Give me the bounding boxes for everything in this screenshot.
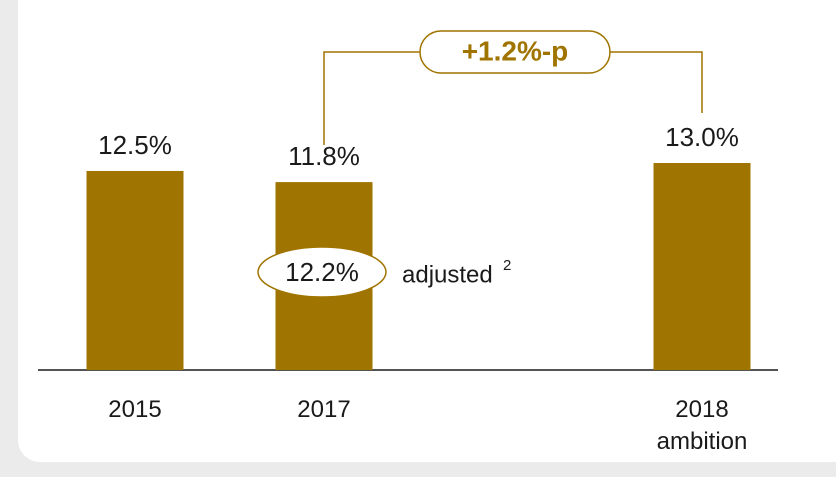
- value-label: 13.0%: [665, 122, 739, 152]
- x-tick-label: 2017: [297, 396, 351, 423]
- adjusted-ellipse: [257, 246, 387, 298]
- bar: [653, 163, 751, 370]
- x-tick-label: 2015: [108, 396, 162, 423]
- bar: [86, 170, 184, 370]
- difference-pill: [419, 30, 611, 74]
- adjusted-label: adjusted: [402, 261, 493, 288]
- footnote-mark: 2: [503, 257, 511, 274]
- x-tick-label: 2018 ambition: [656, 396, 748, 455]
- value-label: 11.8%: [288, 141, 360, 171]
- value-label: 12.5%: [98, 130, 172, 160]
- adjusted-value: 12.2%: [285, 257, 359, 287]
- difference-label: +1.2%-p: [462, 35, 569, 66]
